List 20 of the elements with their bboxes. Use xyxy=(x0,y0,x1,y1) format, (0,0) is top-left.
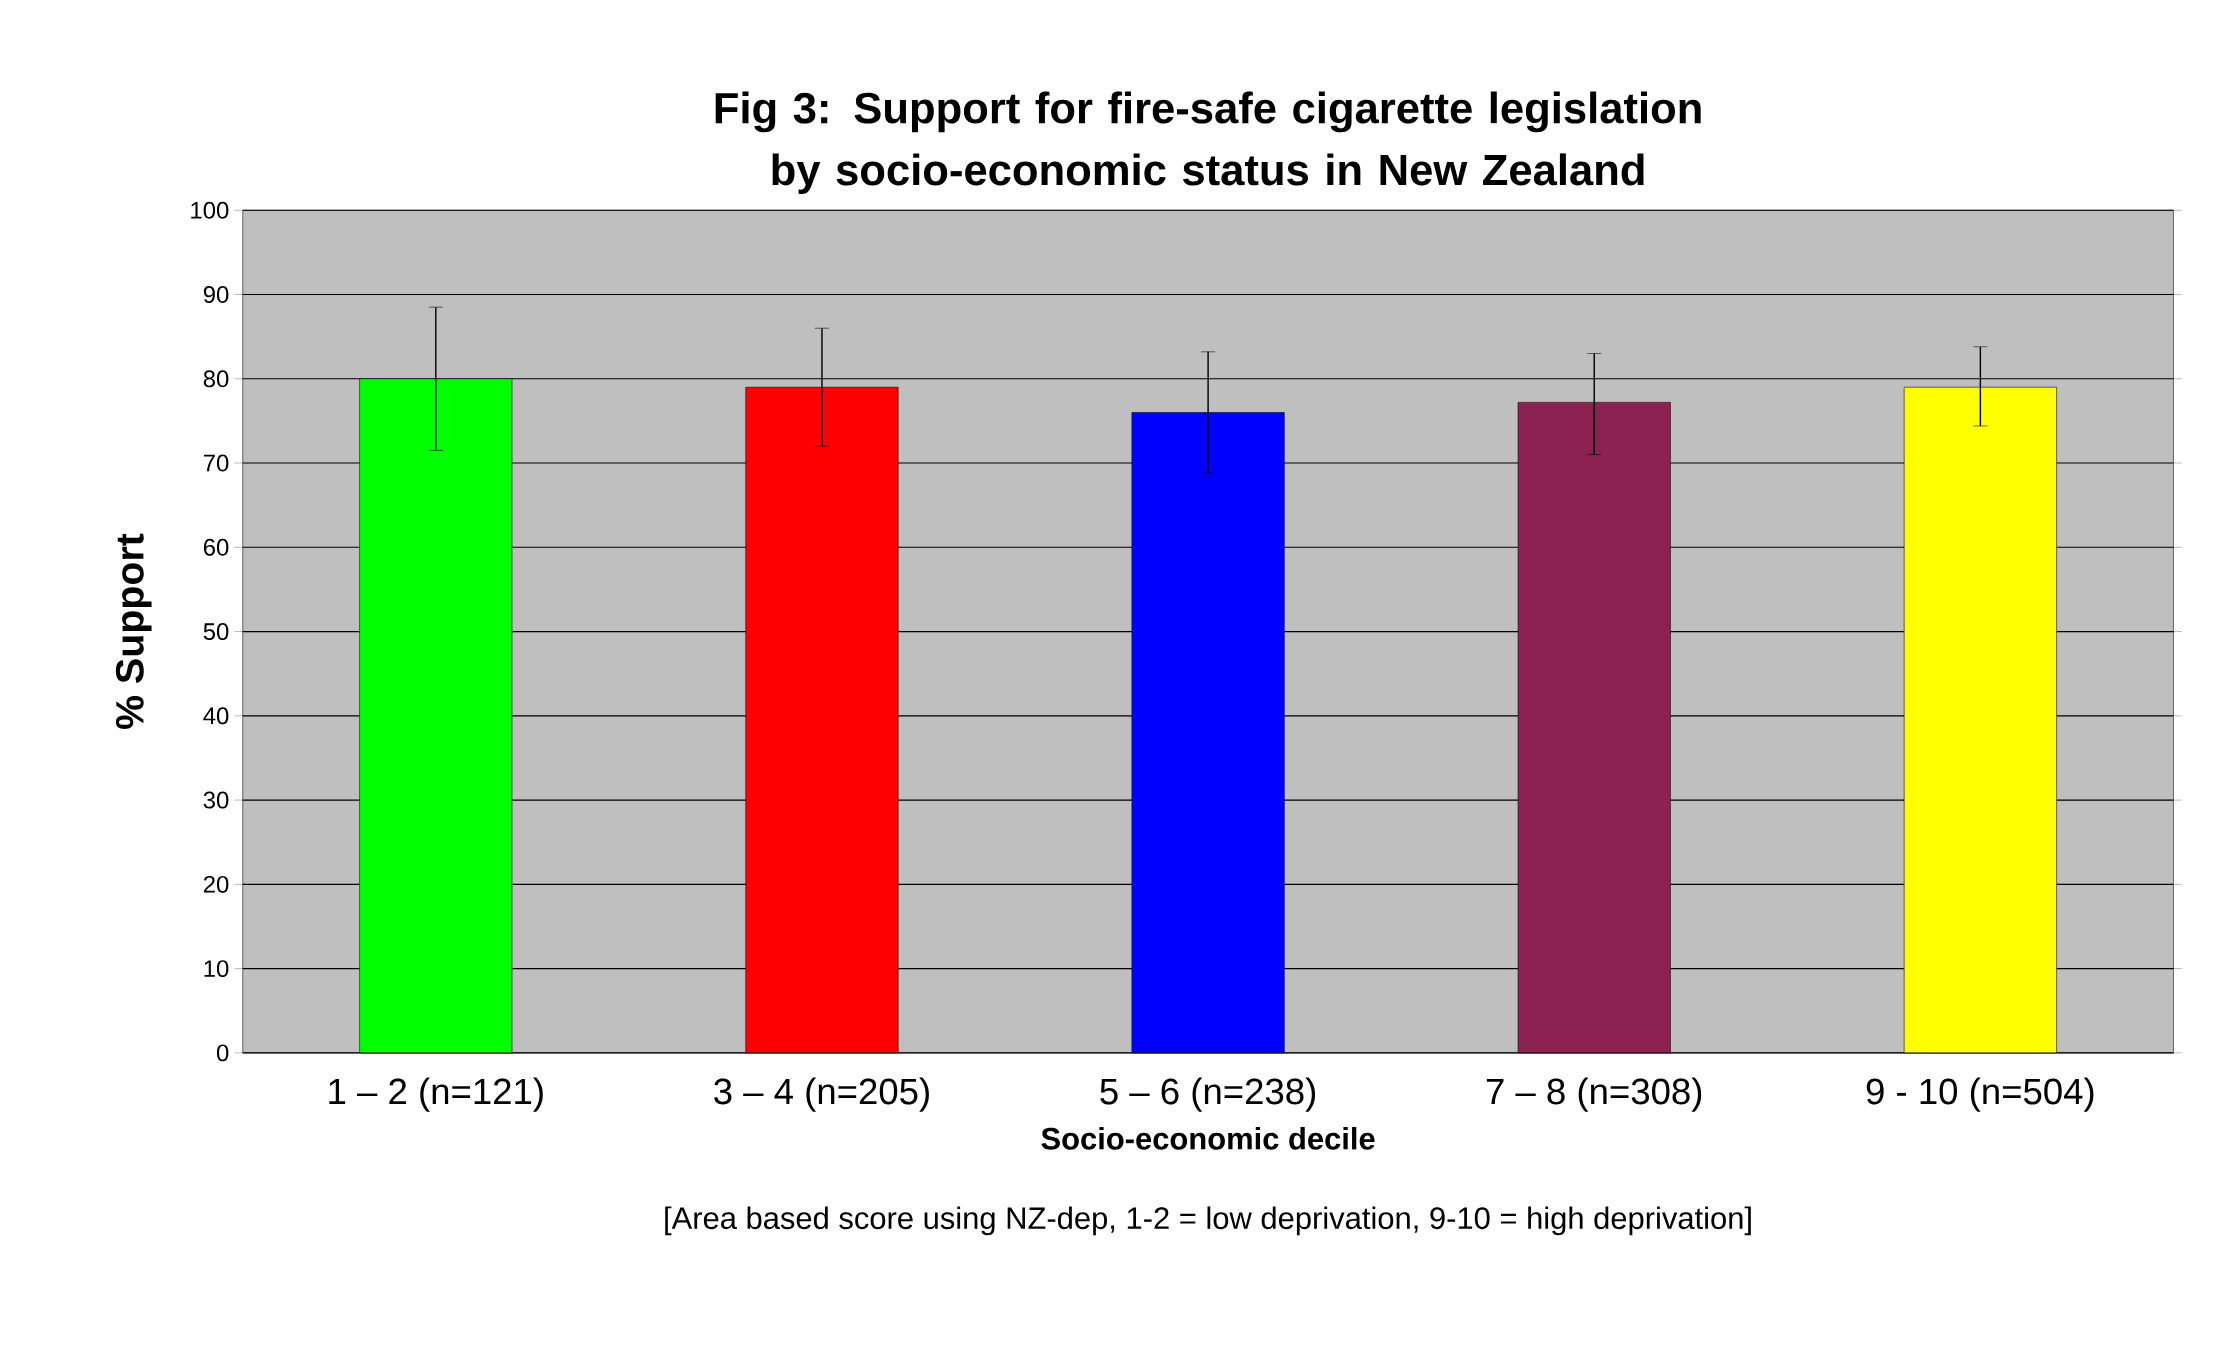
y-tick-label: 70 xyxy=(203,454,229,472)
y-tick-label: 80 xyxy=(203,370,229,388)
x-tick-label: 1 – 2 (n=121) xyxy=(329,1077,543,1112)
y-tick-label: 50 xyxy=(203,623,229,641)
y-tick-label: 90 xyxy=(203,286,229,304)
text: [Area based score using NZ-dep, 1-2 = low deprivation, 9-10 = high deprivation] xyxy=(665,1206,1751,1236)
x-tick-label: 7 – 8 (n=308) xyxy=(1486,1077,1702,1112)
y-tick-label: 60 xyxy=(203,538,229,556)
x-tick-label: 5 – 6 (n=238) xyxy=(1100,1077,1316,1112)
y-tick-label: 20 xyxy=(203,875,229,893)
y-axis-title: % Support xyxy=(115,533,152,730)
y-tick-label: 40 xyxy=(203,707,229,725)
chart-title: Fig 3: Support for fire-safe cigarette legislation by socio-economic status in New Zealand xyxy=(715,91,1701,195)
x-axis-title: Socio-economic decile xyxy=(1041,1127,1375,1150)
x-tick-label: 3 – 4 (n=205) xyxy=(714,1077,929,1112)
y-tick-label: 0 xyxy=(216,1044,229,1062)
y-tick-label: 100 xyxy=(191,201,229,219)
y-tick-label: 10 xyxy=(204,960,229,978)
x-tick-label: 9 - 10 (n=504) xyxy=(1866,1077,2094,1112)
y-tick-label: 30 xyxy=(203,791,229,809)
